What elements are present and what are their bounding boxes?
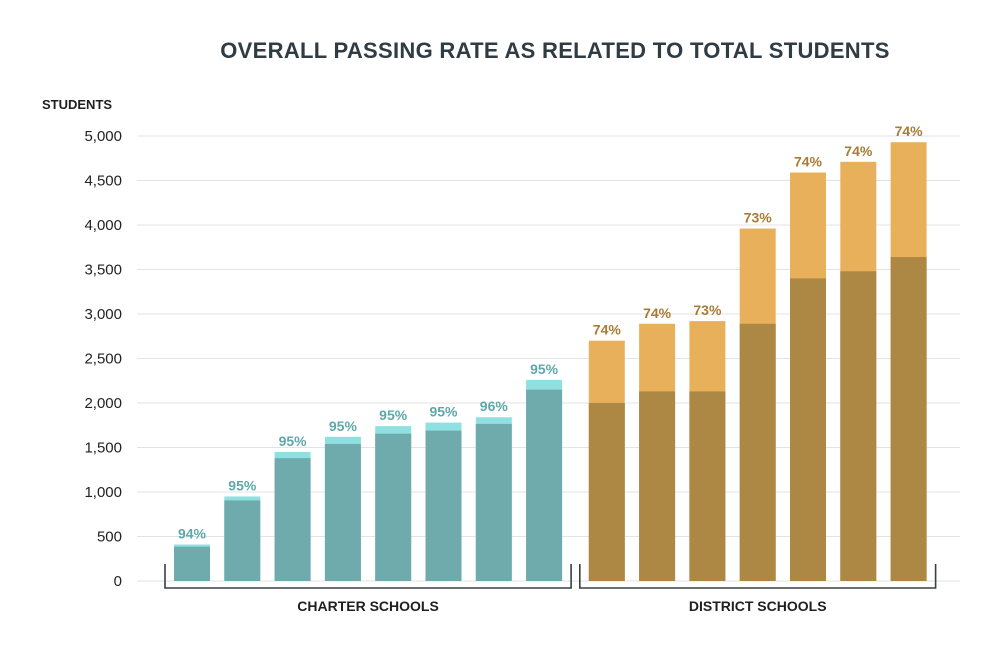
group-label: CHARTER SCHOOLS bbox=[297, 598, 439, 614]
bar-passing bbox=[526, 389, 563, 581]
bar-rate-label: 95% bbox=[228, 477, 257, 493]
bar-passing bbox=[475, 423, 512, 581]
y-tick-label: 2,500 bbox=[84, 351, 122, 368]
bar-rate-label: 73% bbox=[693, 302, 722, 318]
y-axis-ticks: 0 500 1,000 1,500 2,000 2,500 3,000 3,500 4,000 4… bbox=[84, 128, 122, 590]
bar-rate-label: 96% bbox=[480, 398, 509, 414]
bar-rate-label: 94% bbox=[178, 526, 207, 542]
bar-passing bbox=[790, 278, 826, 581]
y-tick-label: 3,500 bbox=[84, 262, 122, 279]
chart-title: OVERALL PASSING RATE AS RELATED TO TOTAL… bbox=[220, 38, 889, 63]
bar-passing bbox=[425, 430, 462, 581]
y-tick-label: 1,000 bbox=[84, 484, 122, 501]
group-brackets: CHARTER SCHOOLS DISTRICT SCHOOLS bbox=[164, 564, 937, 614]
y-tick-label: 0 bbox=[114, 573, 122, 590]
group-bracket bbox=[579, 564, 937, 589]
bar-passing bbox=[224, 500, 261, 581]
y-tick-label: 2,000 bbox=[84, 395, 122, 412]
bar-rate-label: 73% bbox=[744, 210, 773, 226]
y-tick-label: 4,500 bbox=[84, 173, 122, 190]
y-tick-label: 500 bbox=[97, 529, 122, 546]
y-axis-label: STUDENTS bbox=[42, 97, 112, 112]
bar-passing bbox=[840, 271, 877, 581]
bar-passing bbox=[890, 257, 927, 581]
bar-rate-label: 95% bbox=[279, 433, 308, 449]
bar-passing bbox=[588, 403, 625, 581]
y-tick-label: 4,000 bbox=[84, 217, 122, 234]
bar-rate-label: 95% bbox=[530, 361, 559, 377]
bar-rate-label: 95% bbox=[429, 404, 458, 420]
bars bbox=[174, 142, 927, 582]
bar-passing bbox=[689, 391, 726, 581]
data-labels: 94% 95% 95% 95% 95% 95% 96% 95% 74% 74% 73% 73% 74% 7… bbox=[178, 123, 923, 541]
bar-rate-label: 74% bbox=[593, 322, 622, 338]
y-tick-label: 1,500 bbox=[84, 440, 122, 457]
bar-rate-label: 74% bbox=[794, 153, 823, 169]
bar-rate-label: 74% bbox=[643, 305, 672, 321]
bar-passing bbox=[639, 391, 676, 581]
bar-passing bbox=[274, 458, 311, 581]
group-label: DISTRICT SCHOOLS bbox=[689, 598, 827, 614]
group-bracket bbox=[164, 564, 572, 589]
bar-rate-label: 95% bbox=[379, 407, 408, 423]
bar-rate-label: 74% bbox=[895, 123, 924, 139]
bar-passing bbox=[375, 433, 412, 581]
bar-passing bbox=[739, 323, 776, 581]
bar-passing bbox=[324, 443, 361, 581]
y-tick-label: 3,000 bbox=[84, 306, 122, 323]
y-tick-label: 5,000 bbox=[84, 128, 122, 145]
bar-rate-label: 74% bbox=[844, 143, 873, 159]
bar-rate-label: 95% bbox=[329, 418, 358, 434]
bar-passing bbox=[174, 546, 210, 581]
